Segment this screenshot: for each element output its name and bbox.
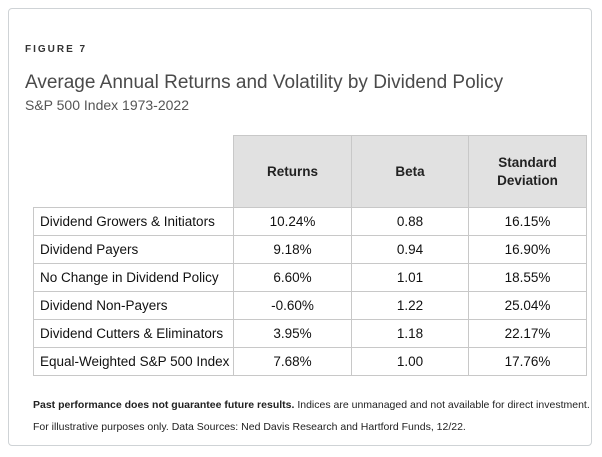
row-label: Dividend Non-Payers <box>33 291 234 320</box>
table-row: Dividend Cutters & Eliminators 3.95% 1.1… <box>33 319 587 348</box>
table-header-row: Returns Beta Standard Deviation <box>33 135 587 208</box>
header-corner <box>33 135 234 208</box>
returns-cell: 9.18% <box>233 235 352 264</box>
beta-cell: 0.88 <box>351 207 469 236</box>
figure-card: FIGURE 7 Average Annual Returns and Vola… <box>8 8 592 446</box>
header-returns: Returns <box>233 135 352 208</box>
std-dev-cell: 16.90% <box>468 235 587 264</box>
returns-cell: 10.24% <box>233 207 352 236</box>
table-row: Dividend Payers 9.18% 0.94 16.90% <box>33 235 587 264</box>
row-label: Dividend Growers & Initiators <box>33 207 234 236</box>
returns-cell: -0.60% <box>233 291 352 320</box>
returns-cell: 3.95% <box>233 319 352 348</box>
figure-title: Average Annual Returns and Volatility by… <box>25 72 504 93</box>
returns-cell: 7.68% <box>233 347 352 376</box>
table-row: Equal-Weighted S&P 500 Index 7.68% 1.00 … <box>33 347 587 376</box>
figure-label: FIGURE 7 <box>25 44 88 55</box>
returns-cell: 6.60% <box>233 263 352 292</box>
figure-subtitle: S&P 500 Index 1973-2022 <box>25 97 189 113</box>
header-standard-deviation: Standard Deviation <box>468 135 587 208</box>
beta-cell: 1.22 <box>351 291 469 320</box>
table-row: Dividend Growers & Initiators 10.24% 0.8… <box>33 207 587 236</box>
std-dev-cell: 16.15% <box>468 207 587 236</box>
footnotes: Past performance does not guarantee futu… <box>33 394 590 438</box>
disclaimer-text: Indices are unmanaged and not available … <box>294 399 590 411</box>
beta-cell: 0.94 <box>351 235 469 264</box>
row-label: Dividend Cutters & Eliminators <box>33 319 234 348</box>
beta-cell: 1.18 <box>351 319 469 348</box>
std-dev-cell: 18.55% <box>468 263 587 292</box>
beta-cell: 1.00 <box>351 347 469 376</box>
row-label: Equal-Weighted S&P 500 Index <box>33 347 234 376</box>
header-beta: Beta <box>351 135 469 208</box>
footnote-line-1: Past performance does not guarantee futu… <box>33 394 590 416</box>
beta-cell: 1.01 <box>351 263 469 292</box>
table-row: Dividend Non-Payers -0.60% 1.22 25.04% <box>33 291 587 320</box>
std-dev-cell: 17.76% <box>468 347 587 376</box>
row-label: No Change in Dividend Policy <box>33 263 234 292</box>
table-row: No Change in Dividend Policy 6.60% 1.01 … <box>33 263 587 292</box>
returns-table: Returns Beta Standard Deviation Dividend… <box>33 135 587 376</box>
row-label: Dividend Payers <box>33 235 234 264</box>
std-dev-cell: 25.04% <box>468 291 587 320</box>
footnote-line-2: For illustrative purposes only. Data Sou… <box>33 421 466 433</box>
disclaimer-bold: Past performance does not guarantee futu… <box>33 399 295 411</box>
std-dev-cell: 22.17% <box>468 319 587 348</box>
